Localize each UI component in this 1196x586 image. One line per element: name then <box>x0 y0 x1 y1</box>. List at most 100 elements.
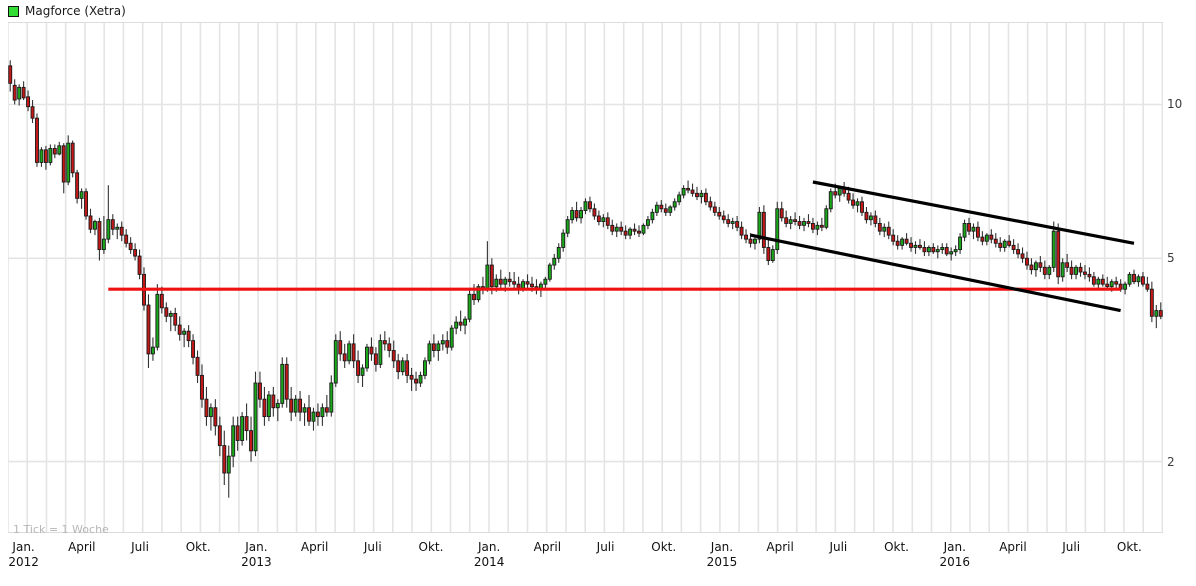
candle-body <box>650 211 655 221</box>
candle-body <box>70 142 75 174</box>
x-axis-tick-label: Jan. 2013 <box>241 540 272 570</box>
candle-body <box>592 208 597 217</box>
candle-body <box>721 215 726 221</box>
candle-body <box>289 398 294 413</box>
candle-body <box>427 343 432 362</box>
candle-body <box>623 230 628 236</box>
candle-body <box>124 234 129 244</box>
candle-body <box>262 398 267 418</box>
x-axis-tick-label: Okt. <box>419 540 444 555</box>
candle-body <box>75 172 80 199</box>
candle-body <box>953 249 958 253</box>
x-axis-month: April <box>999 540 1027 554</box>
candle-body <box>168 312 173 317</box>
candle-body <box>351 343 356 362</box>
x-axis-month: Jan. <box>12 540 35 554</box>
candle-body <box>730 221 735 224</box>
x-axis-tick-label: Jan. 2016 <box>939 540 970 570</box>
x-axis-year: 2013 <box>241 555 272 569</box>
x-axis-tick-label: Juli <box>364 540 382 555</box>
candle-body <box>788 219 793 224</box>
candle-body <box>93 221 97 230</box>
chart-legend: Magforce (Xetra) <box>8 3 126 19</box>
candle-body <box>793 219 798 222</box>
candle-body <box>293 398 298 413</box>
candle-body <box>873 215 878 224</box>
candle-body <box>556 247 561 259</box>
candle-body <box>52 148 57 155</box>
candle-body <box>628 228 633 236</box>
candle-body <box>150 346 155 355</box>
candle-body <box>891 234 896 242</box>
candle-body <box>654 204 659 213</box>
candle-body <box>409 374 414 380</box>
candle-body <box>338 340 343 355</box>
candle-body <box>565 219 570 234</box>
candle-body <box>739 226 744 236</box>
candle-body <box>605 217 610 226</box>
legend-color-swatch-icon <box>8 5 19 17</box>
candle-body <box>1109 281 1114 288</box>
candle-body <box>333 340 338 384</box>
candle-body <box>1051 230 1056 268</box>
candle-body <box>784 217 789 224</box>
candle-body <box>391 350 396 362</box>
candle-body <box>302 407 307 413</box>
candle-body <box>1042 266 1047 275</box>
candle-body <box>837 187 842 196</box>
candle-body <box>266 394 271 418</box>
x-axis-month: Jan. <box>943 540 966 554</box>
candle-body <box>712 206 717 213</box>
y-axis-tick-label: 5 <box>1167 251 1175 266</box>
candle-body <box>1007 240 1012 246</box>
candle-body <box>1123 283 1128 290</box>
candle-body <box>588 201 592 210</box>
candle-body <box>770 249 775 261</box>
candle-body <box>802 221 806 226</box>
candle-body <box>806 221 811 224</box>
candle-body <box>249 430 253 452</box>
candle-body <box>962 222 967 238</box>
candle-body <box>552 257 557 266</box>
candle-body <box>663 208 668 213</box>
candle-body <box>342 353 347 362</box>
candle-body <box>975 226 980 238</box>
candle-body <box>699 192 704 198</box>
candle-body <box>1060 262 1065 278</box>
x-axis-tick-label: Juli <box>1062 540 1080 555</box>
x-axis-month: Okt. <box>651 540 677 554</box>
candle-body <box>280 363 285 404</box>
candle-body <box>405 360 410 376</box>
candle-body <box>1127 273 1132 285</box>
candle-body <box>418 374 423 384</box>
candle-body <box>177 324 182 335</box>
candle-body <box>173 312 178 326</box>
x-axis-month: April <box>68 540 96 554</box>
candle-body <box>458 321 463 326</box>
candle-body <box>115 226 120 230</box>
candle-body <box>17 86 22 100</box>
candle-body <box>200 374 204 400</box>
candle-body <box>681 187 686 196</box>
candle-body <box>436 343 441 351</box>
candle-body <box>48 148 53 163</box>
candle-body <box>1087 273 1092 278</box>
candle-body <box>1002 240 1007 248</box>
x-axis-year: 2014 <box>473 555 505 569</box>
x-axis-tick-label: Okt. <box>884 540 909 555</box>
candle-body <box>1096 278 1101 285</box>
candle-body <box>989 234 994 240</box>
x-axis-month: Juli <box>363 540 382 554</box>
x-axis-month: April <box>533 540 562 554</box>
candle-body <box>1016 249 1021 255</box>
x-axis-month: Jan. <box>478 540 501 554</box>
candle-body <box>686 187 691 191</box>
candle-body <box>610 224 615 232</box>
candle-body <box>88 215 93 230</box>
candle-body <box>182 330 187 335</box>
candle-body <box>1132 273 1136 283</box>
x-axis-tick-label: Juli <box>829 540 847 555</box>
candle-body <box>828 191 833 210</box>
candle-body <box>1047 266 1052 275</box>
candle-body <box>387 343 392 351</box>
